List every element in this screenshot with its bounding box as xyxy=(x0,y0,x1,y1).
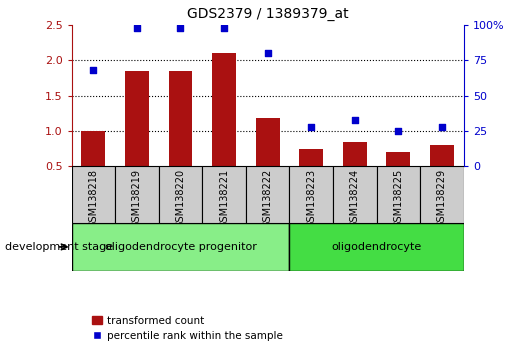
Text: oligodendrocyte: oligodendrocyte xyxy=(331,242,422,252)
Bar xyxy=(377,166,420,223)
Bar xyxy=(169,71,192,166)
Bar xyxy=(420,166,464,223)
Bar xyxy=(115,166,158,223)
Text: GSM138222: GSM138222 xyxy=(263,169,272,228)
Text: GSM138220: GSM138220 xyxy=(175,169,186,228)
Point xyxy=(438,124,446,130)
Point xyxy=(350,117,359,122)
Bar xyxy=(246,166,289,223)
Bar xyxy=(255,118,280,166)
Point xyxy=(263,50,272,56)
Bar xyxy=(72,223,289,271)
Bar xyxy=(202,166,246,223)
Bar xyxy=(386,152,410,166)
Text: GSM138225: GSM138225 xyxy=(393,169,403,228)
Text: GSM138223: GSM138223 xyxy=(306,169,316,228)
Point xyxy=(307,124,315,130)
Text: GSM138218: GSM138218 xyxy=(89,169,99,228)
Bar xyxy=(333,166,377,223)
Bar xyxy=(299,149,323,166)
Legend: transformed count, percentile rank within the sample: transformed count, percentile rank withi… xyxy=(87,312,287,345)
Point xyxy=(220,25,228,30)
Point xyxy=(394,128,403,134)
Bar xyxy=(289,166,333,223)
Point xyxy=(176,25,185,30)
Text: GSM138221: GSM138221 xyxy=(219,169,229,228)
Bar xyxy=(125,71,149,166)
Point xyxy=(89,67,98,73)
Text: oligodendrocyte progenitor: oligodendrocyte progenitor xyxy=(104,242,257,252)
Point xyxy=(132,25,141,30)
Bar xyxy=(289,223,464,271)
Bar xyxy=(212,53,236,166)
Bar xyxy=(82,131,105,166)
Bar xyxy=(158,166,202,223)
Bar xyxy=(430,145,454,166)
Text: GSM138224: GSM138224 xyxy=(350,169,360,228)
Text: development stage: development stage xyxy=(5,242,113,252)
Text: GSM138219: GSM138219 xyxy=(132,169,142,228)
Bar xyxy=(343,142,367,166)
Text: GSM138229: GSM138229 xyxy=(437,169,447,228)
Bar xyxy=(72,166,115,223)
Title: GDS2379 / 1389379_at: GDS2379 / 1389379_at xyxy=(187,7,348,21)
